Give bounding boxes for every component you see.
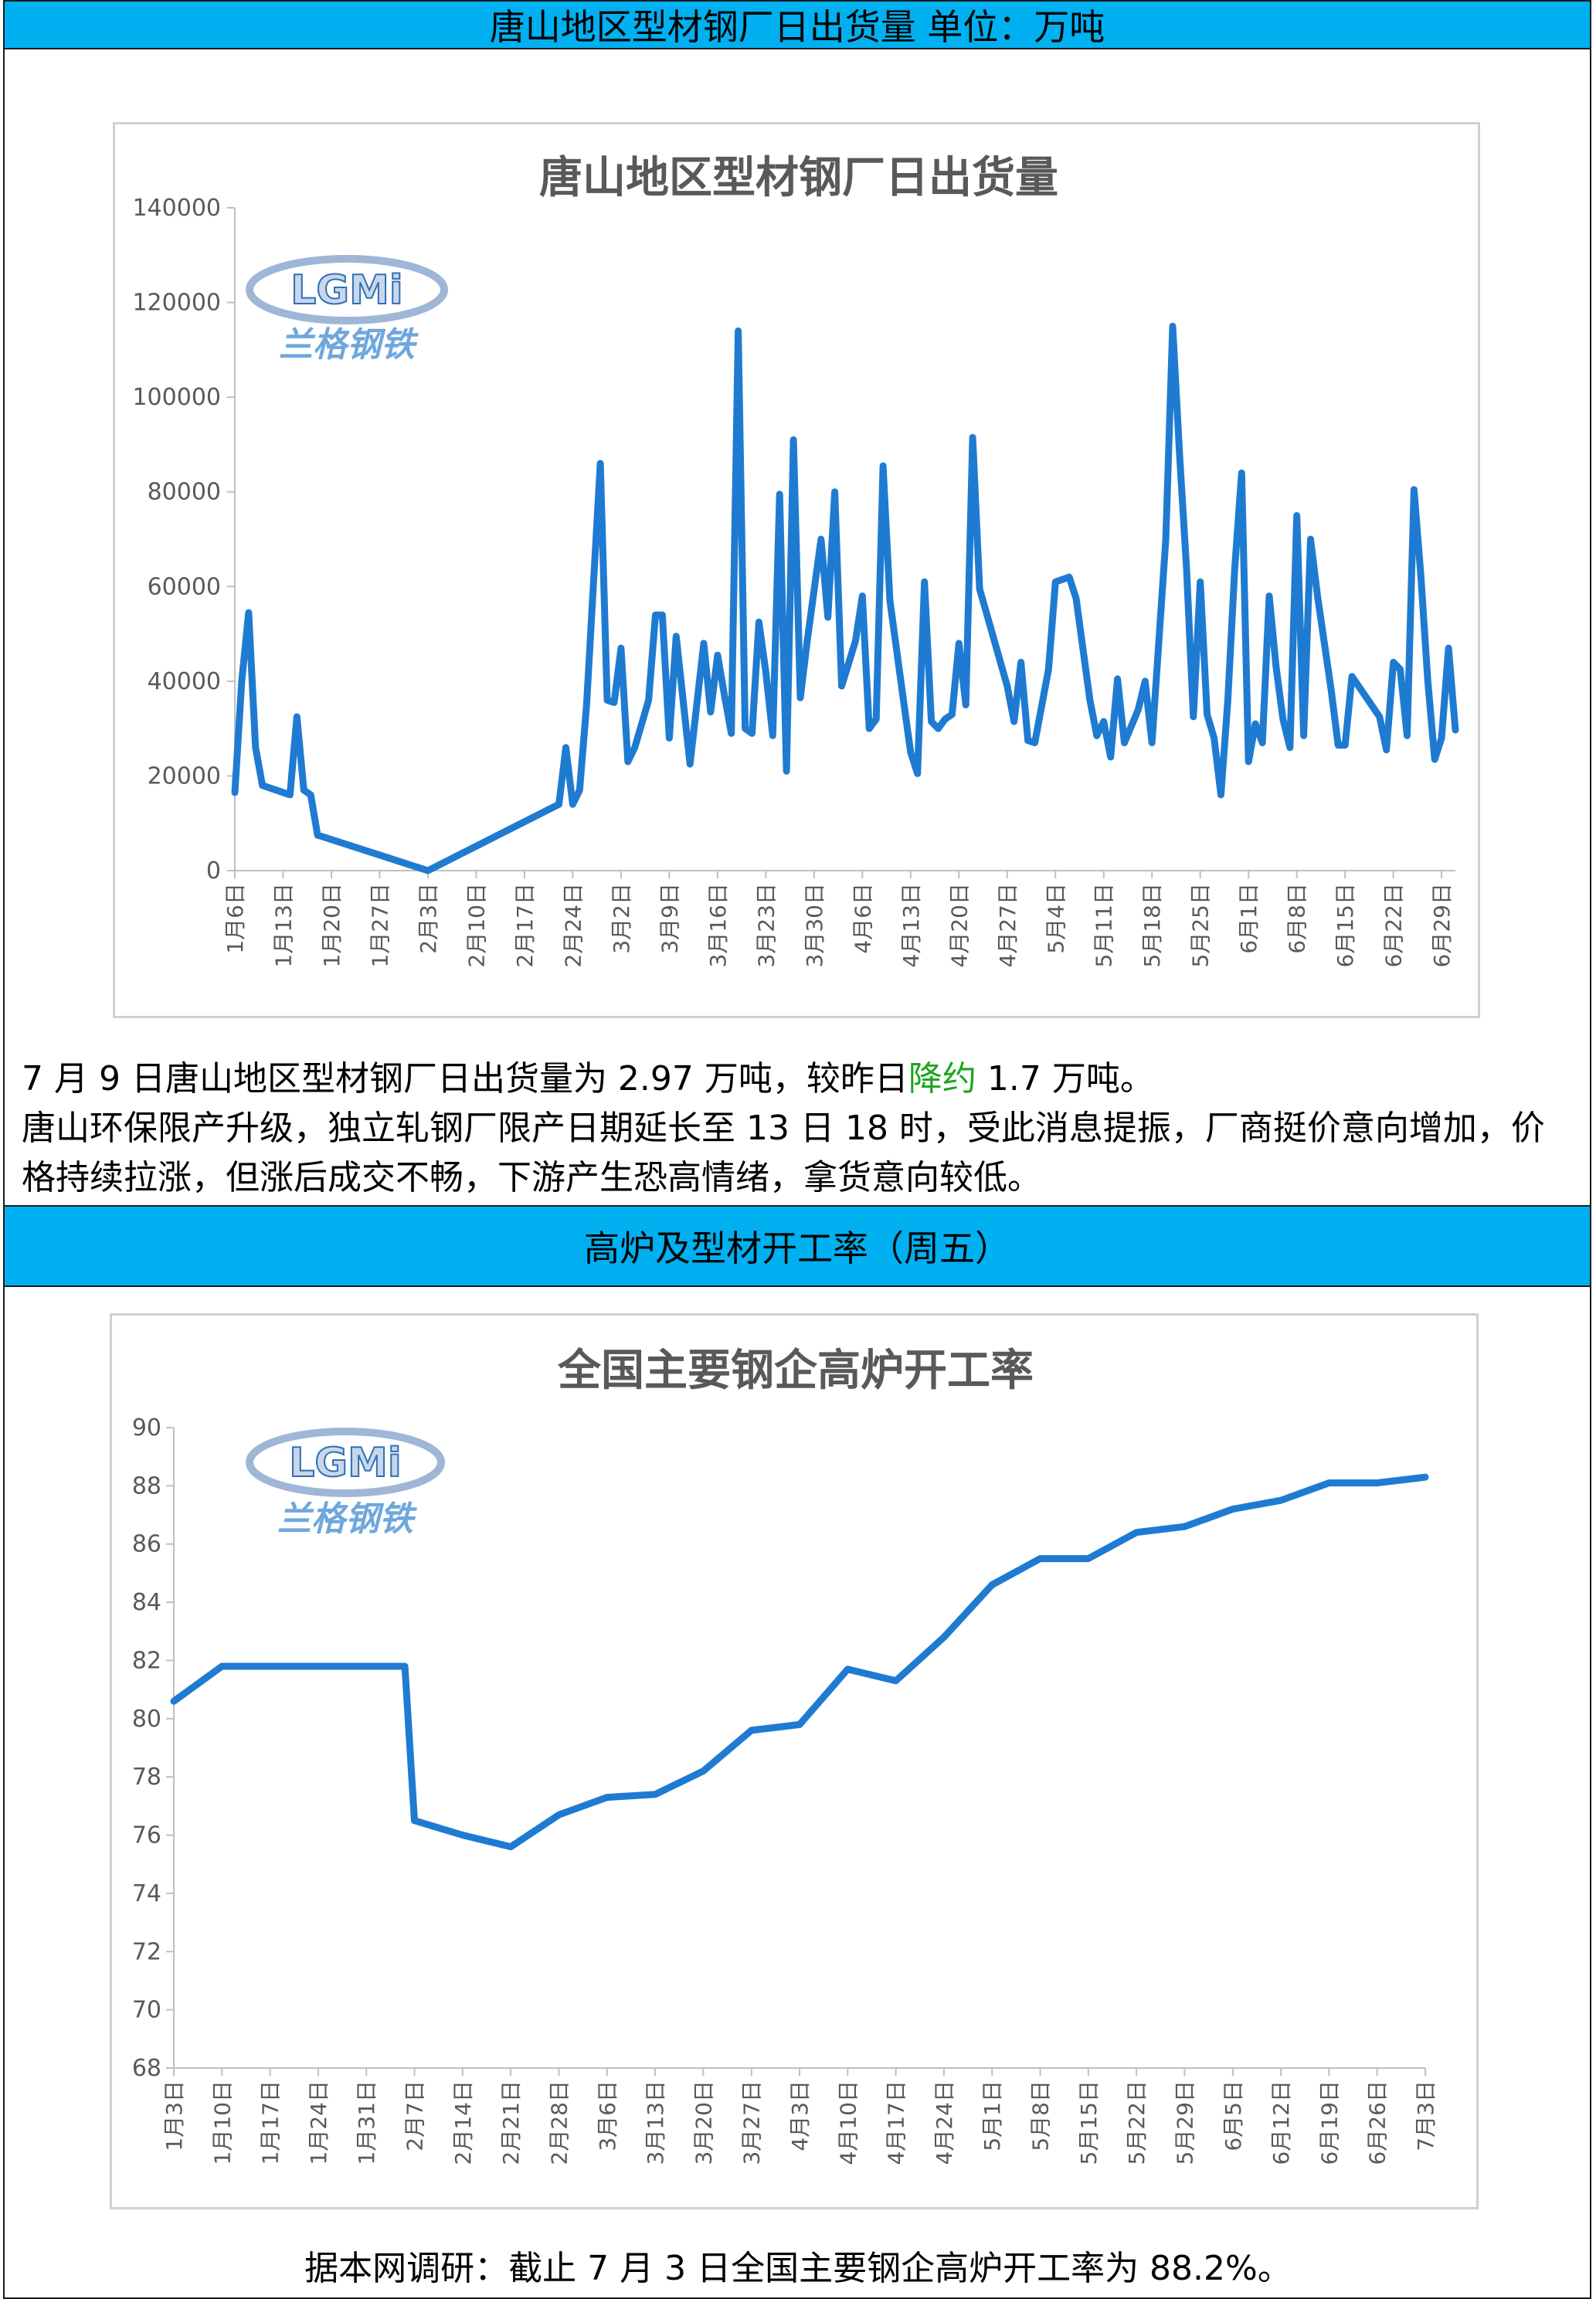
x-tick-label: 4月13日 [898,883,924,967]
x-tick-label: 4月24日 [932,2080,957,2165]
summary-prefix: 7 月 9 日唐山地区型材钢厂日出货量为 2.97 万吨，较昨日 [22,1059,908,1099]
y-tick-label: 88 [132,1472,161,1499]
logo-text: LGMi [289,1440,401,1486]
shipment-chart: 唐山地区型材钢厂日出货量 LGMi 兰格钢铁 0 20000 40000 60000 8… [113,122,1503,1018]
x-tick-label: 1月27日 [367,883,392,967]
summary-suffix: 1.7 万吨。 [976,1059,1154,1099]
y-tick-label: 82 [132,1647,161,1674]
section2-box [3,1285,1591,2299]
y-tick-label: 76 [132,1822,161,1849]
x-tick-label: 2月17日 [512,883,538,967]
summary-highlight: 降约 [908,1059,976,1099]
furnace-chart-title: 全国主要钢企高炉开工率 [557,1346,1034,1396]
x-tick-label: 3月13日 [643,2080,668,2165]
furnace-footer-note: 据本网调研：截止 7 月 3 日全国主要钢企高炉开工率为 88.2%。 [304,2249,1292,2288]
y-tick-label: 100000 [132,384,221,411]
x-tick-label: 6月8日 [1285,883,1310,954]
y-tick-label: 86 [132,1531,161,1558]
x-tick-label: 7月3日 [1413,2080,1438,2151]
x-tick-label: 1月31日 [354,2080,379,2165]
y-tick-label: 78 [132,1764,161,1791]
x-tick-label: 3月20日 [691,2080,716,2165]
x-tick-label: 1月10日 [209,2080,235,2165]
x-tick-label: 4月10日 [835,2080,861,2165]
y-tick-label: 20000 [148,762,221,790]
lgmi-logo: LGMi 兰格钢铁 [246,1428,445,1539]
x-tick-label: 5月29日 [1172,2080,1197,2165]
x-tick-label: 4月17日 [884,2080,909,2165]
x-tick-label: 6月19日 [1316,2080,1342,2165]
furnace-chart: 全国主要钢企高炉开工率 LGMi 兰格钢铁 68 70 72 74 76 78 80 82 84… [110,1313,1479,2209]
x-tick-label: 3月6日 [595,2080,620,2151]
x-tick-label: 5月25日 [1188,883,1214,967]
x-tick-label: 3月2日 [609,883,634,954]
x-tick-label: 3月16日 [705,883,731,967]
shipment-chart-svg: 唐山地区型材钢厂日出货量 LGMi 兰格钢铁 0 20000 40000 60000 8… [132,153,1503,967]
x-tick-label: 5月22日 [1124,2080,1149,2165]
x-tick-label: 6月15日 [1333,883,1358,967]
y-tick-label: 84 [132,1589,161,1616]
x-tick-label: 3月30日 [802,883,827,967]
x-tick-label: 3月9日 [657,883,682,954]
x-tick-label: 2月7日 [402,2080,428,2151]
x-tick-label: 5月15日 [1076,2080,1102,2165]
x-tick-label: 1月6日 [222,883,248,954]
shipment-summary: 7 月 9 日唐山地区型材钢厂日出货量为 2.97 万吨，较昨日降约 1.7 万… [22,1054,1574,1104]
x-tick-label: 4月27日 [995,883,1020,967]
x-tick-label: 5月11日 [1092,883,1117,967]
x-tick-label: 6月29日 [1429,883,1455,967]
x-tick-label: 5月4日 [1043,883,1068,954]
x-tick-label: 6月1日 [1236,883,1262,954]
logo-subtitle: 兰格钢铁 [279,325,419,365]
x-tick-label: 6月12日 [1268,2080,1294,2165]
lgmi-logo: LGMi 兰格钢铁 [246,255,448,365]
x-tick-label: 6月22日 [1381,883,1407,967]
x-tick-label: 4月20日 [946,883,972,967]
shipment-series-line [231,322,1459,874]
x-tick-label: 2月3日 [416,883,441,954]
furnace-rate-series-line [170,1473,1429,1851]
x-tick-label: 6月26日 [1365,2080,1391,2165]
y-tick-label: 70 [132,1997,161,2024]
y-tick-label: 80000 [148,479,221,506]
shipment-chart-title: 唐山地区型材钢厂日出货量 [539,153,1058,203]
section2-title: 高炉及型材开工率（周五） [584,1228,1010,1269]
y-tick-label: 68 [132,2055,161,2082]
y-tick-label: 140000 [132,195,221,222]
x-tick-label: 4月3日 [787,2080,813,2151]
x-tick-label: 3月27日 [739,2080,765,2165]
x-tick-label: 2月10日 [464,883,489,967]
section1-title-band: 唐山地区型材钢厂日出货量 单位：万吨 [3,0,1591,49]
x-tick-label: 5月1日 [980,2080,1005,2151]
x-tick-label: 2月21日 [498,2080,524,2165]
logo-subtitle: 兰格钢铁 [277,1499,418,1539]
y-tick-label: 0 [206,857,221,885]
x-tick-label: 2月28日 [546,2080,572,2165]
market-commentary: 唐山环保限产升级，独立轧钢厂限产日期延长至 13 日 18 时，受此消息提振，厂… [22,1109,1545,1197]
x-tick-label: 2月14日 [450,2080,476,2165]
x-tick-label: 1月3日 [161,2080,187,2151]
x-tick-label: 4月6日 [850,883,875,954]
x-tick-label: 1月20日 [319,883,345,967]
x-tick-label: 6月5日 [1221,2080,1246,2151]
furnace-chart-svg: 全国主要钢企高炉开工率 LGMi 兰格钢铁 68 70 72 74 76 78 80 82 84… [132,1346,1438,2165]
x-tick-label: 3月23日 [753,883,779,967]
section1-title: 唐山地区型材钢厂日出货量 单位：万吨 [489,6,1105,48]
y-tick-label: 90 [132,1414,161,1442]
logo-text: LGMi [290,267,402,314]
y-tick-label: 60000 [148,573,221,600]
y-tick-label: 40000 [148,668,221,695]
x-tick-label: 5月18日 [1139,883,1165,967]
x-tick-label: 1月24日 [306,2080,331,2165]
x-tick-label: 2月24日 [560,883,586,967]
x-tick-label: 1月13日 [270,883,296,967]
section2-title-band: 高炉及型材开工率（周五） [3,1205,1591,1287]
y-tick-label: 74 [132,1880,161,1907]
x-tick-label: 5月8日 [1028,2080,1054,2151]
y-tick-label: 80 [132,1706,161,1733]
y-tick-label: 72 [132,1938,161,1965]
y-tick-label: 120000 [132,290,221,317]
x-tick-label: 1月17日 [258,2080,284,2165]
